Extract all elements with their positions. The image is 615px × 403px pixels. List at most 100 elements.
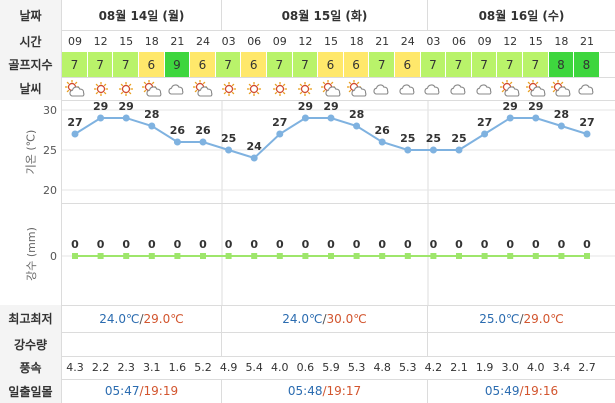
day-1-max-temp: 29.0℃ [143, 311, 184, 326]
minmax-separator: / [519, 311, 524, 326]
wind-cell-11: 5.3 [347, 361, 366, 374]
temperature-point [276, 130, 284, 138]
rain-data-label: 0 [199, 238, 207, 251]
temperature-point [71, 130, 79, 138]
rain-point [276, 253, 283, 259]
rain-point [430, 253, 437, 259]
temperature-point [583, 130, 591, 138]
temperature-data-label: 25 [426, 132, 441, 145]
rain-chart: 0 0 0 0 0 0 0 0 0 0 0 0 0 0 0 0 0 0 0 0 0 0 [50, 203, 615, 305]
time-cell-0: 09 [67, 34, 82, 48]
rain-point [72, 253, 78, 259]
day-3-sun: 05:49/19:16 [428, 379, 615, 403]
rain-data-label: 0 [506, 238, 514, 251]
temperature-axis-title-cell: 기온 (℃) [0, 100, 62, 203]
rain-data-label: 0 [455, 238, 463, 251]
sun-icon [113, 77, 139, 100]
temperature-point [532, 114, 540, 122]
wind-cell-15: 2.1 [450, 361, 468, 374]
wind-cell-19: 3.4 [552, 361, 571, 374]
time-cell-2: 15 [119, 34, 134, 48]
rain-point [404, 253, 411, 259]
temperature-data-label: 28 [349, 108, 364, 121]
day-3-date: 08월 16일 (수) [478, 8, 565, 23]
wind-cell-17: 3.0 [501, 361, 519, 374]
wind-cell-0: 4.3 [66, 361, 84, 374]
sun-icon [241, 77, 267, 100]
rain-point [328, 253, 334, 259]
temperature-point [97, 114, 105, 122]
temperature-point [327, 114, 335, 122]
rain-point [225, 253, 232, 259]
rain-data-label: 0 [250, 238, 258, 251]
temperature-data-label: 24 [247, 140, 263, 153]
rain-data-label: 0 [532, 238, 540, 251]
rain-data-label: 0 [97, 238, 105, 251]
golf-index-cell-19: 8 [548, 52, 575, 77]
day-2-date: 08월 15일 (화) [222, 0, 428, 30]
temperature-data-label: 28 [554, 108, 569, 121]
temperature-data-label: 29 [323, 100, 338, 113]
golf-index-cell-1: 7 [87, 52, 114, 77]
golf-index-cell-10: 6 [318, 52, 344, 77]
wind-cell-12: 4.8 [373, 361, 391, 374]
cloud-icon [369, 77, 395, 100]
rain-data-label: 0 [71, 238, 79, 251]
golf-index-cell-4: 9 [164, 52, 191, 77]
weather-row: 날씨 [0, 77, 615, 101]
time-cell-1: 12 [93, 34, 108, 48]
wind-cell-7: 5.4 [245, 361, 263, 374]
time-cell-18: 15 [528, 34, 543, 48]
rain-data-label: 0 [327, 238, 335, 251]
sun-row: 일출일몰 05:47/19:19 05:48/19:17 05:49/19:16 [0, 379, 615, 403]
temperature-point [301, 114, 309, 122]
temperature-data-label: 28 [144, 108, 159, 121]
temperature-data-label: 26 [375, 124, 391, 137]
temperature-tick-label: 20 [43, 184, 57, 197]
rain-data-label: 0 [583, 238, 591, 251]
temperature-tick-label: 30 [43, 104, 57, 117]
time-row: 시간 09 12 15 18 21 24 03 06 09 12 15 18 21 24 03 06 09 12 1… [0, 30, 615, 53]
temperature-data-label: 27 [477, 116, 492, 129]
golf-index-cell-18: 7 [523, 52, 549, 77]
rain-axis-title-cell: 강수 (mm) [0, 203, 62, 305]
golf-index-cell-9: 7 [292, 52, 319, 77]
cloud-icon [165, 77, 191, 100]
day-2-sunrise: 05:48 [287, 384, 323, 398]
time-cell-3: 18 [144, 34, 159, 48]
time-label: 시간 [0, 30, 62, 52]
rainfall-row: 강수량 [0, 332, 615, 357]
time-cell-17: 12 [503, 34, 518, 48]
time-cell-20: 21 [579, 34, 594, 48]
temperature-point [455, 146, 463, 154]
rain-data-label: 0 [225, 238, 233, 251]
wind-row: 풍속 4.3 2.2 2.3 3.1 1.6 5.2 4.9 5.4 4.0 0.6 5.9 5.3 4… [0, 356, 615, 380]
golf-index-cell-3: 6 [139, 52, 165, 77]
day-2-sunset: 19:17 [326, 384, 362, 398]
rain-data-label: 0 [353, 238, 361, 251]
rain-data-label: 0 [404, 238, 412, 251]
partly-cloudy-icon [62, 77, 88, 100]
temperature-point [250, 154, 258, 162]
rain-point [353, 253, 360, 259]
rain-point [174, 253, 181, 259]
temperature-point [225, 146, 233, 154]
day-2-rainfall [222, 332, 428, 356]
partly-cloudy-icon [523, 77, 549, 100]
cloud-icon [446, 77, 472, 100]
day-2-sun: 05:48/19:17 [222, 379, 428, 403]
golf-index-cell-17: 7 [497, 52, 523, 77]
temperature-point [148, 122, 156, 130]
rain-data-label: 0 [481, 238, 489, 251]
temperature-data-label: 29 [528, 100, 543, 113]
time-cell-14: 03 [426, 34, 441, 48]
golf-index-cell-13: 6 [395, 52, 421, 77]
wind-cell-14: 4.2 [424, 361, 443, 374]
temperature-data-label: 26 [170, 124, 186, 137]
partly-cloudy-icon [190, 77, 216, 100]
rain-point [97, 253, 104, 259]
temperature-point [378, 138, 386, 146]
rain-point [200, 253, 206, 259]
golf-index-cell-5: 6 [190, 52, 216, 77]
temperature-point [557, 122, 565, 130]
